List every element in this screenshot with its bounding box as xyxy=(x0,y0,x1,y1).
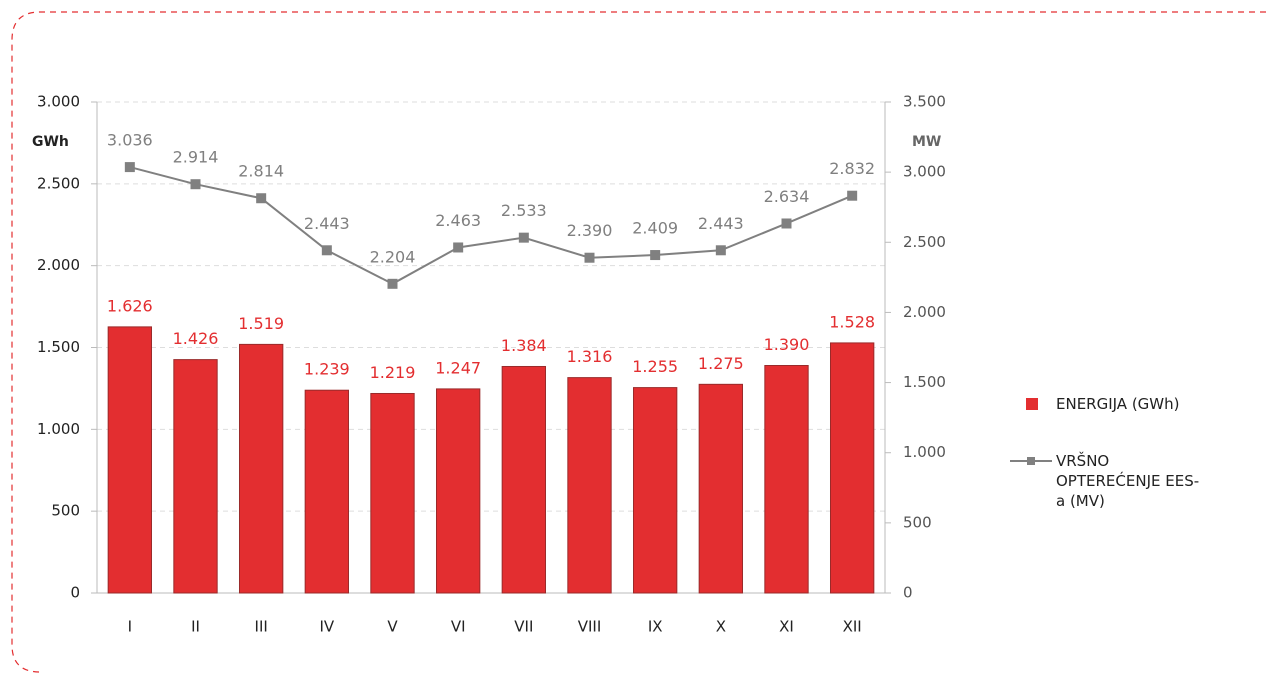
legend-item: VRŠNO OPTEREĆENJE EES-a (MV) xyxy=(1010,452,1206,511)
line-marker xyxy=(781,218,792,229)
line-marker xyxy=(453,242,464,253)
x-tick-label: II xyxy=(191,618,200,636)
y-tick-label: 3.000 xyxy=(37,93,80,111)
bar-value-label: 1.426 xyxy=(173,329,219,348)
bar-value-label: 1.528 xyxy=(829,312,875,331)
y2-tick-label: 0 xyxy=(903,584,913,602)
x-tick-label: VIII xyxy=(578,618,602,636)
bar xyxy=(829,342,875,594)
legend-label: VRŠNO OPTEREĆENJE EES-a (MV) xyxy=(1056,452,1200,510)
y2-tick-label: 500 xyxy=(903,513,932,531)
line-value-label: 2.914 xyxy=(173,148,219,167)
bar xyxy=(764,365,809,594)
line-marker xyxy=(584,252,595,263)
line-marker xyxy=(715,245,726,256)
y-axis-label: GWh xyxy=(32,134,69,150)
bar xyxy=(304,389,350,594)
y2-tick-label: 1.000 xyxy=(903,443,946,461)
bar xyxy=(632,387,678,594)
line-marker xyxy=(124,162,135,173)
bar-value-label: 1.239 xyxy=(304,360,350,379)
y2-tick-label: 2.000 xyxy=(903,303,946,321)
bar-value-label: 1.219 xyxy=(370,363,416,382)
line-value-label: 2.409 xyxy=(632,219,678,238)
line-marker xyxy=(321,245,332,256)
bar xyxy=(107,326,153,594)
bar-value-label: 1.316 xyxy=(567,347,613,366)
bar-value-label: 1.384 xyxy=(501,336,547,355)
x-tick-label: VI xyxy=(451,618,466,636)
line-value-label: 2.204 xyxy=(370,247,416,266)
line-marker xyxy=(387,278,398,289)
frame xyxy=(11,11,1266,673)
x-tick-label: III xyxy=(255,618,268,636)
y2-tick-label: 3.500 xyxy=(903,93,946,111)
legend-item: ENERGIJA (GWh) xyxy=(1010,395,1180,413)
legend-label: ENERGIJA (GWh) xyxy=(1056,395,1180,413)
legend-swatch xyxy=(1010,457,1052,465)
line-value-label: 2.443 xyxy=(698,214,744,233)
line-value-label: 2.634 xyxy=(764,187,810,206)
y-tick-label: 2.000 xyxy=(37,256,80,274)
bar xyxy=(238,343,284,594)
bar-value-label: 1.390 xyxy=(764,335,810,354)
y-tick-label: 2.500 xyxy=(37,174,80,192)
x-tick-label: VII xyxy=(514,618,533,636)
y2-axis-label: MW xyxy=(912,134,941,150)
x-tick-label: XII xyxy=(843,618,862,636)
y-tick-label: 500 xyxy=(51,502,80,520)
bar-value-label: 1.247 xyxy=(435,358,481,377)
bar xyxy=(698,383,744,594)
y2-tick-label: 1.500 xyxy=(903,373,946,391)
bar xyxy=(435,388,481,594)
line-value-label: 2.814 xyxy=(238,162,284,181)
line-value-label: 2.533 xyxy=(501,201,547,220)
line-marker xyxy=(256,193,267,204)
y2-tick-label: 2.500 xyxy=(903,233,946,251)
bar xyxy=(370,392,415,594)
bar xyxy=(173,359,218,594)
x-tick-label: IX xyxy=(648,618,663,636)
line-marker xyxy=(650,250,661,261)
y-tick-label: 1.500 xyxy=(37,338,80,356)
line-marker xyxy=(190,179,201,190)
bar-value-label: 1.519 xyxy=(238,314,284,333)
line-value-label: 2.463 xyxy=(435,211,481,230)
legend-swatch xyxy=(1026,398,1038,410)
bar xyxy=(501,365,547,594)
bar-value-label: 1.275 xyxy=(698,354,744,373)
bar xyxy=(567,377,612,594)
x-tick-label: V xyxy=(387,618,398,636)
x-tick-label: XI xyxy=(779,618,794,636)
bar-value-label: 1.626 xyxy=(107,296,153,315)
line-value-label: 2.390 xyxy=(567,221,613,240)
line-marker xyxy=(518,232,529,243)
line-marker xyxy=(847,190,858,201)
bar-value-label: 1.255 xyxy=(632,357,678,376)
line-value-label: 2.832 xyxy=(829,159,875,178)
y2-tick-label: 3.000 xyxy=(903,163,946,181)
line-value-label: 3.036 xyxy=(107,131,153,150)
line xyxy=(129,166,853,285)
y-tick-label: 0 xyxy=(70,584,80,602)
x-tick-label: IV xyxy=(319,618,334,636)
x-tick-label: I xyxy=(128,618,132,636)
x-tick-label: X xyxy=(716,618,726,636)
y-tick-label: 1.000 xyxy=(37,420,80,438)
line-value-label: 2.443 xyxy=(304,214,350,233)
